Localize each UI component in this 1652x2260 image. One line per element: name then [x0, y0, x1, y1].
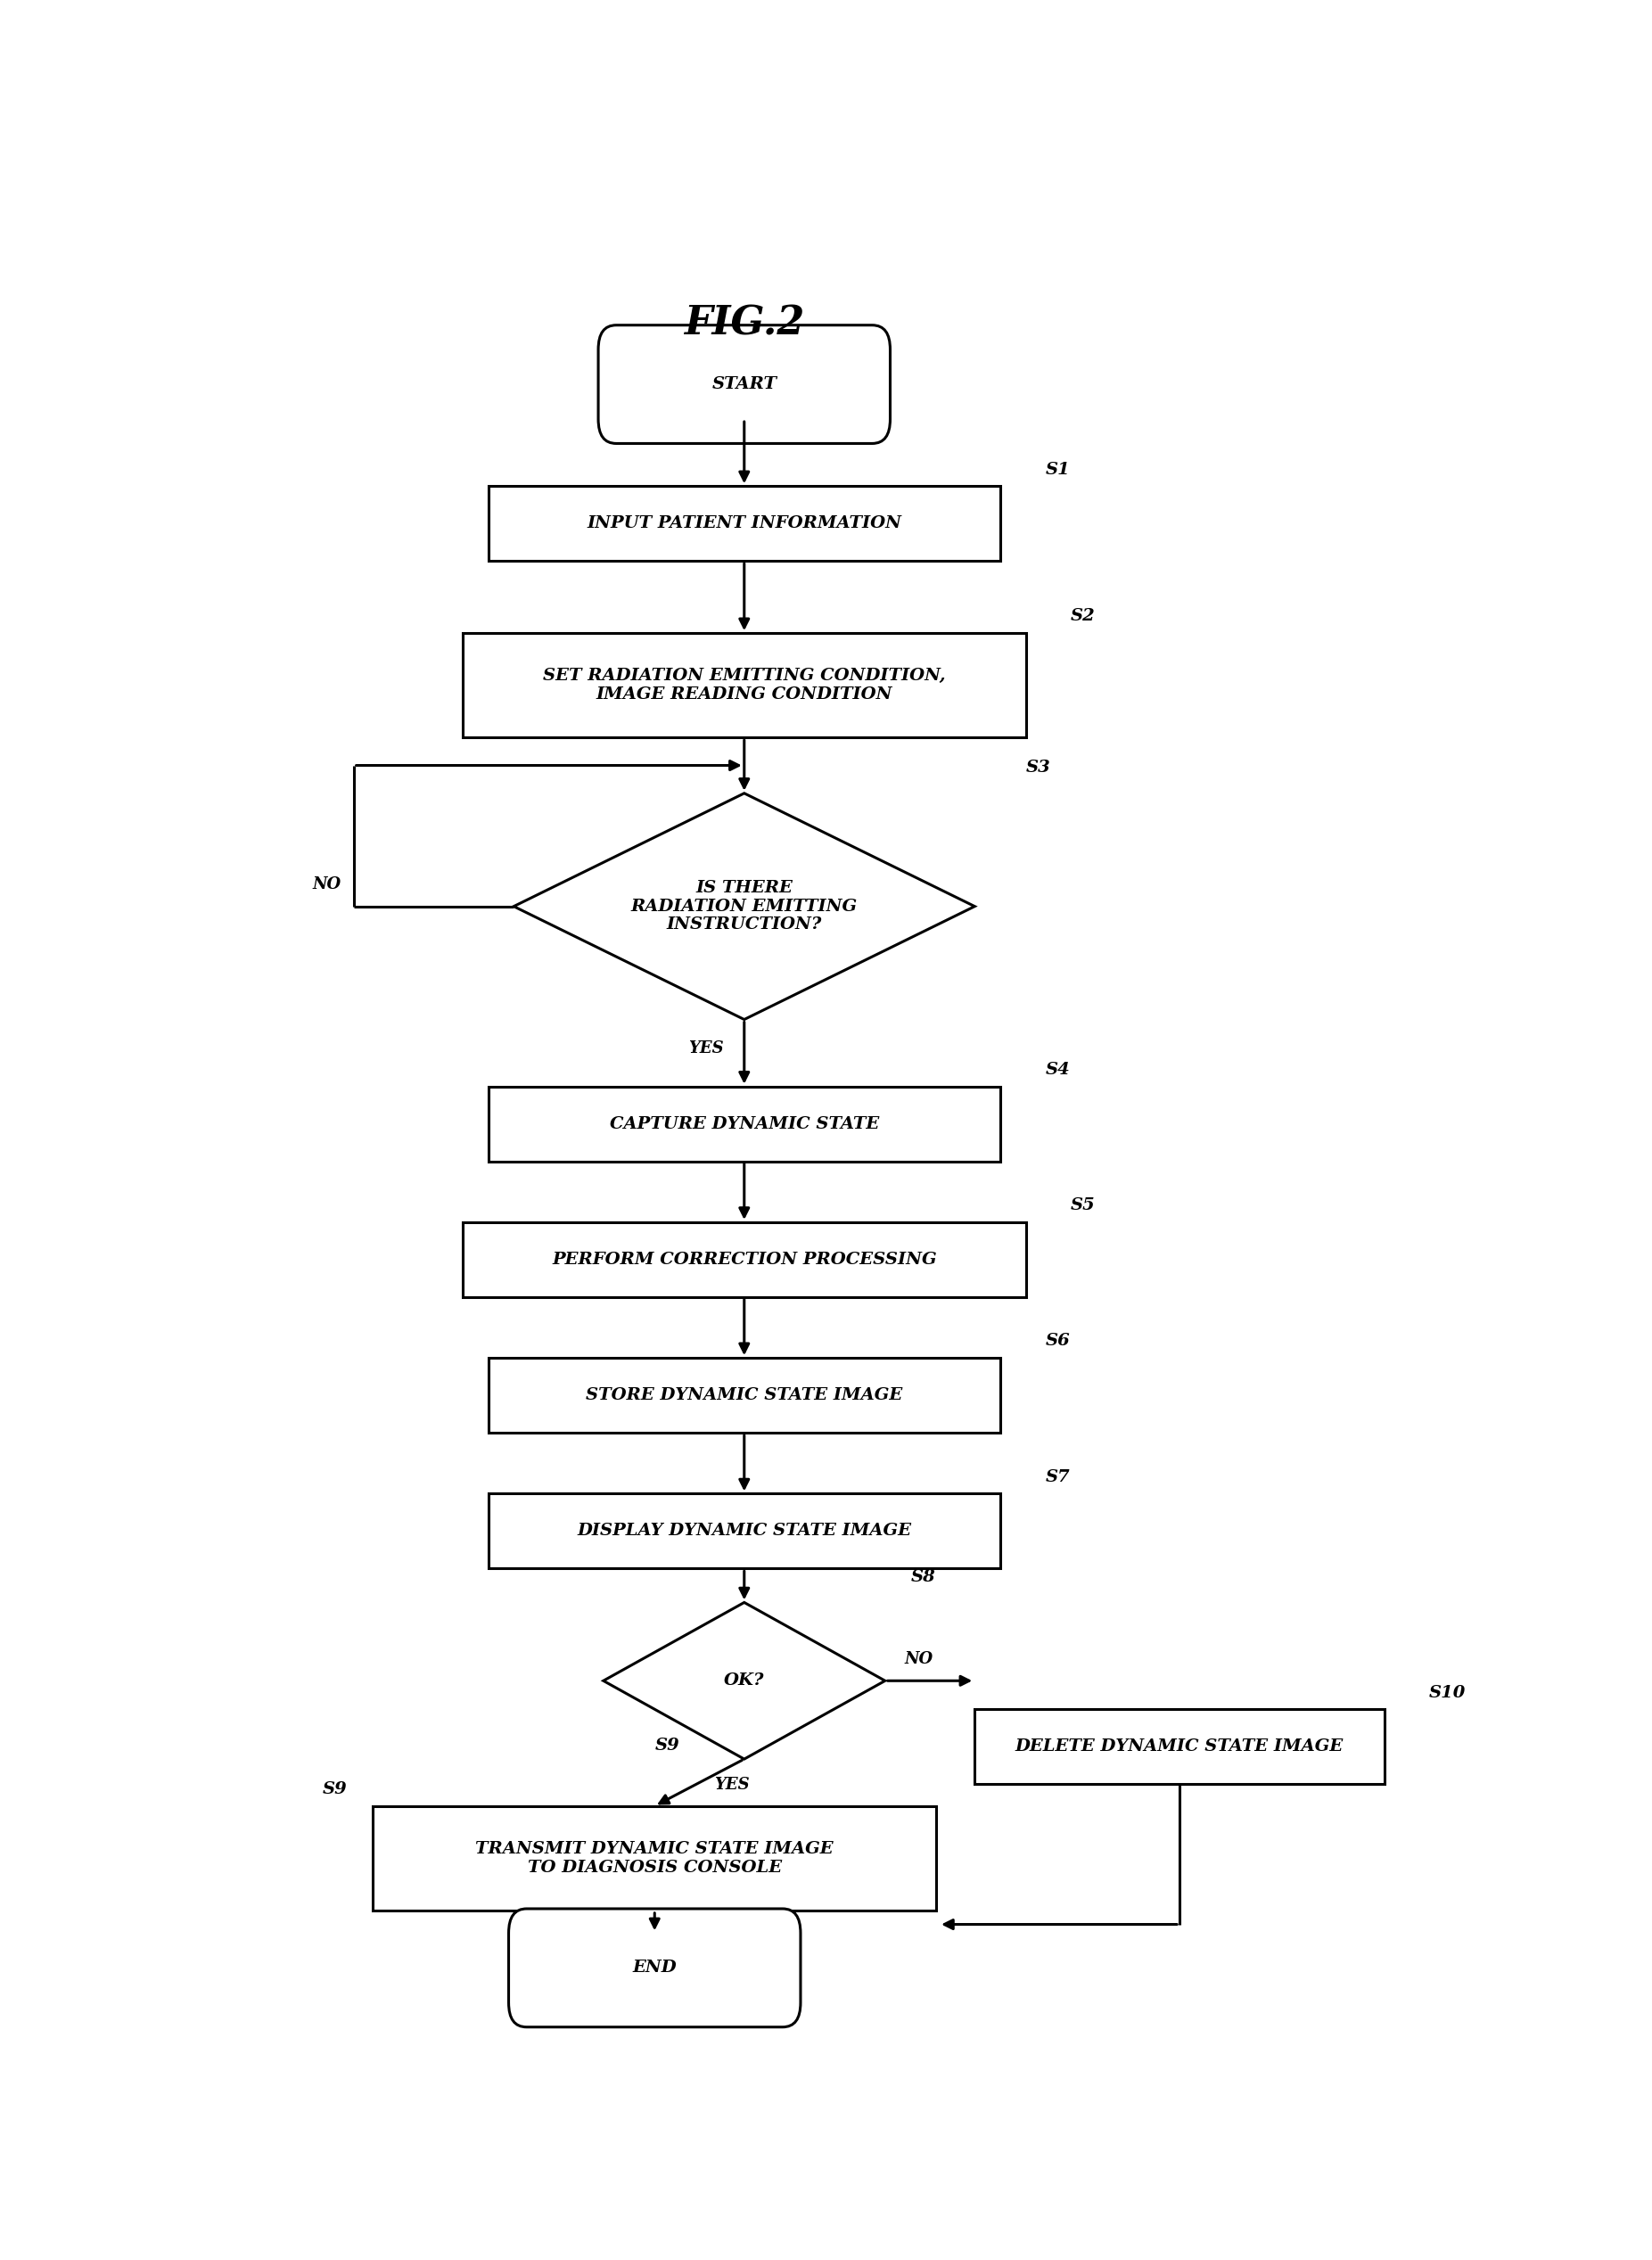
Text: DELETE DYNAMIC STATE IMAGE: DELETE DYNAMIC STATE IMAGE	[1016, 1738, 1343, 1756]
FancyBboxPatch shape	[509, 1910, 801, 2027]
Text: S2: S2	[1070, 608, 1095, 624]
FancyBboxPatch shape	[489, 486, 1001, 560]
Text: OK?: OK?	[724, 1672, 765, 1688]
FancyBboxPatch shape	[489, 1494, 1001, 1568]
Text: YES: YES	[714, 1776, 748, 1792]
Text: S10: S10	[1429, 1684, 1465, 1702]
Text: S5: S5	[1070, 1198, 1095, 1214]
FancyBboxPatch shape	[598, 325, 890, 443]
FancyBboxPatch shape	[489, 1087, 1001, 1162]
Text: STORE DYNAMIC STATE IMAGE: STORE DYNAMIC STATE IMAGE	[586, 1388, 902, 1403]
FancyBboxPatch shape	[489, 1358, 1001, 1433]
FancyBboxPatch shape	[373, 1806, 937, 1910]
Text: NO: NO	[904, 1650, 933, 1668]
FancyBboxPatch shape	[463, 633, 1026, 737]
Text: CAPTURE DYNAMIC STATE: CAPTURE DYNAMIC STATE	[610, 1116, 879, 1132]
Text: S8: S8	[910, 1568, 935, 1584]
Text: TRANSMIT DYNAMIC STATE IMAGE
TO DIAGNOSIS CONSOLE: TRANSMIT DYNAMIC STATE IMAGE TO DIAGNOSI…	[476, 1842, 834, 1876]
Text: IS THERE
RADIATION EMITTING
INSTRUCTION?: IS THERE RADIATION EMITTING INSTRUCTION?	[631, 879, 857, 933]
Text: FIG.2: FIG.2	[684, 305, 805, 344]
Text: END: END	[633, 1959, 677, 1975]
Text: S7: S7	[1046, 1469, 1070, 1485]
FancyBboxPatch shape	[975, 1709, 1384, 1785]
Text: S4: S4	[1046, 1062, 1070, 1078]
Text: S3: S3	[1026, 759, 1051, 775]
FancyBboxPatch shape	[463, 1223, 1026, 1297]
Text: S1: S1	[1046, 461, 1070, 477]
Text: DISPLAY DYNAMIC STATE IMAGE: DISPLAY DYNAMIC STATE IMAGE	[577, 1523, 912, 1539]
Text: SET RADIATION EMITTING CONDITION,
IMAGE READING CONDITION: SET RADIATION EMITTING CONDITION, IMAGE …	[544, 669, 945, 703]
Polygon shape	[603, 1602, 885, 1758]
Text: NO: NO	[312, 877, 340, 893]
Text: S6: S6	[1046, 1333, 1070, 1349]
Text: PERFORM CORRECTION PROCESSING: PERFORM CORRECTION PROCESSING	[552, 1252, 937, 1268]
Text: START: START	[712, 375, 776, 393]
Text: INPUT PATIENT INFORMATION: INPUT PATIENT INFORMATION	[586, 515, 902, 531]
Text: S9: S9	[322, 1781, 347, 1797]
Text: YES: YES	[689, 1040, 724, 1055]
Polygon shape	[514, 793, 975, 1019]
Text: S9: S9	[654, 1738, 679, 1754]
